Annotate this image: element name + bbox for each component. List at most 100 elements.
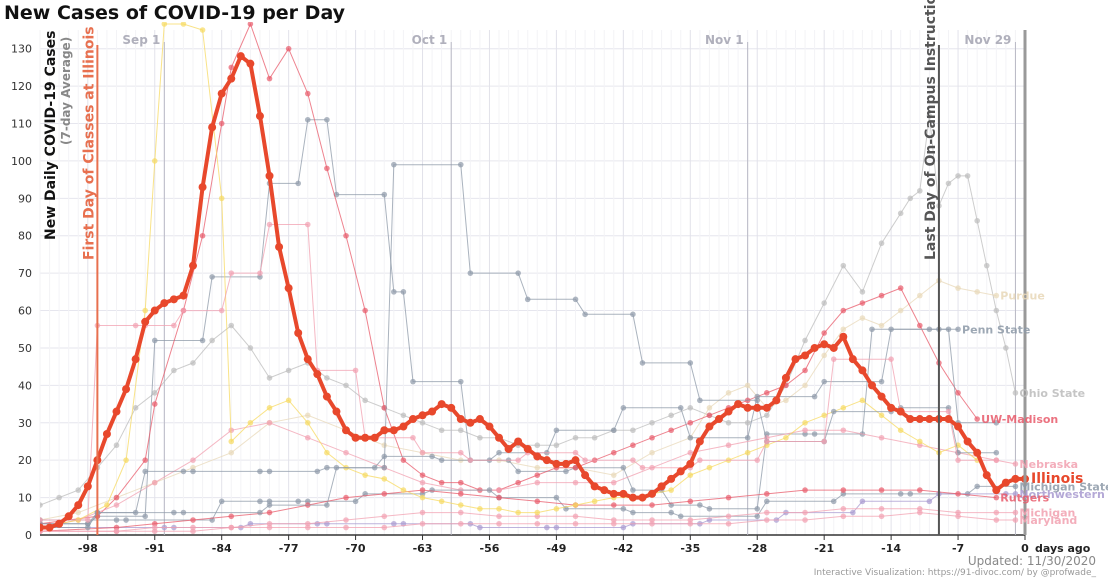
data-point bbox=[687, 419, 694, 426]
data-point bbox=[657, 482, 666, 491]
data-point bbox=[697, 457, 703, 463]
data-point bbox=[1003, 345, 1009, 351]
data-point bbox=[457, 449, 464, 456]
data-point bbox=[572, 434, 579, 441]
data-point bbox=[477, 506, 483, 512]
data-point bbox=[840, 262, 847, 269]
data-point bbox=[228, 449, 235, 456]
data-point bbox=[303, 355, 312, 364]
data-point bbox=[630, 509, 636, 516]
data-point bbox=[209, 337, 215, 344]
data-point bbox=[630, 487, 636, 493]
data-point bbox=[314, 520, 321, 527]
data-point bbox=[419, 509, 426, 516]
data-point bbox=[467, 270, 474, 276]
data-point bbox=[352, 498, 359, 505]
y-tick-label: 60 bbox=[18, 305, 32, 318]
data-point bbox=[1012, 509, 1019, 516]
data-point bbox=[783, 434, 789, 441]
y-tick-label: 50 bbox=[18, 342, 32, 355]
data-point bbox=[381, 464, 388, 471]
data-point bbox=[620, 405, 627, 411]
data-point bbox=[496, 513, 502, 520]
data-point bbox=[821, 330, 827, 336]
data-point bbox=[304, 412, 311, 419]
data-point bbox=[610, 479, 617, 486]
y-tick-label: 30 bbox=[18, 417, 32, 430]
data-point bbox=[429, 487, 435, 493]
data-point bbox=[821, 438, 827, 445]
data-point bbox=[389, 426, 398, 435]
data-point bbox=[142, 307, 148, 314]
data-point bbox=[762, 403, 771, 412]
data-point bbox=[763, 491, 770, 497]
data-point bbox=[830, 498, 837, 505]
data-point bbox=[620, 464, 627, 471]
x-tick-label: -77 bbox=[279, 542, 299, 555]
data-point bbox=[180, 509, 187, 516]
x-axis-suffix: days ago bbox=[1035, 542, 1091, 555]
data-point bbox=[639, 464, 646, 471]
data-point bbox=[457, 520, 464, 527]
data-point bbox=[381, 191, 388, 198]
series-label: Purdue bbox=[1000, 290, 1044, 303]
data-point bbox=[447, 403, 456, 412]
data-point bbox=[391, 161, 397, 168]
data-point bbox=[878, 412, 885, 419]
data-point bbox=[820, 340, 829, 349]
data-point bbox=[85, 517, 91, 523]
data-point bbox=[113, 442, 120, 449]
data-point bbox=[811, 393, 818, 400]
data-point bbox=[610, 502, 617, 508]
data-point bbox=[113, 517, 120, 523]
data-point bbox=[572, 464, 579, 471]
data-point bbox=[878, 434, 885, 441]
credit-link[interactable]: Interactive Visualization: https://91-di… bbox=[813, 568, 1096, 578]
data-point bbox=[850, 509, 856, 516]
data-point bbox=[763, 509, 770, 516]
data-point bbox=[974, 217, 980, 224]
data-point bbox=[515, 457, 521, 463]
data-point bbox=[180, 468, 187, 475]
data-point bbox=[1011, 474, 1020, 483]
data-point bbox=[180, 307, 187, 314]
data-point bbox=[896, 407, 905, 416]
data-point bbox=[610, 427, 617, 434]
data-point bbox=[456, 415, 465, 424]
y-tick-label: 110 bbox=[11, 118, 32, 131]
y-tick-label: 100 bbox=[11, 155, 32, 168]
annotation-label: Last Day of On-Campus Instruction bbox=[923, 0, 939, 260]
data-point bbox=[744, 419, 751, 426]
x-tick-label: -21 bbox=[814, 542, 834, 555]
data-point bbox=[553, 524, 560, 531]
data-point bbox=[1001, 478, 1010, 487]
data-point bbox=[859, 397, 866, 404]
series-label: Penn State bbox=[962, 323, 1030, 336]
data-point bbox=[209, 274, 215, 280]
data-point bbox=[419, 472, 426, 478]
data-point bbox=[810, 343, 819, 352]
data-point bbox=[534, 479, 541, 486]
data-point bbox=[677, 513, 684, 520]
x-tick-label: -28 bbox=[747, 542, 767, 555]
data-point bbox=[228, 64, 235, 71]
data-point bbox=[438, 427, 445, 434]
data-point bbox=[257, 270, 263, 276]
data-point bbox=[945, 180, 952, 187]
data-point bbox=[514, 437, 523, 446]
data-point bbox=[171, 322, 177, 329]
data-point bbox=[802, 427, 808, 434]
y-axis-label: New Daily COVID-19 Cases bbox=[43, 31, 59, 240]
data-point bbox=[772, 396, 781, 405]
y-tick-label: 80 bbox=[18, 230, 32, 243]
data-point bbox=[342, 426, 351, 435]
data-point bbox=[687, 360, 694, 366]
data-point bbox=[802, 419, 808, 426]
data-point bbox=[619, 489, 628, 498]
data-point bbox=[457, 491, 464, 497]
data-point bbox=[485, 422, 494, 431]
data-point bbox=[496, 494, 502, 501]
data-point bbox=[534, 472, 541, 478]
grid: 0 10 20 30 40 50 60 70 80 90 100 110 120 130 bbox=[11, 30, 1026, 542]
data-point bbox=[75, 509, 82, 516]
